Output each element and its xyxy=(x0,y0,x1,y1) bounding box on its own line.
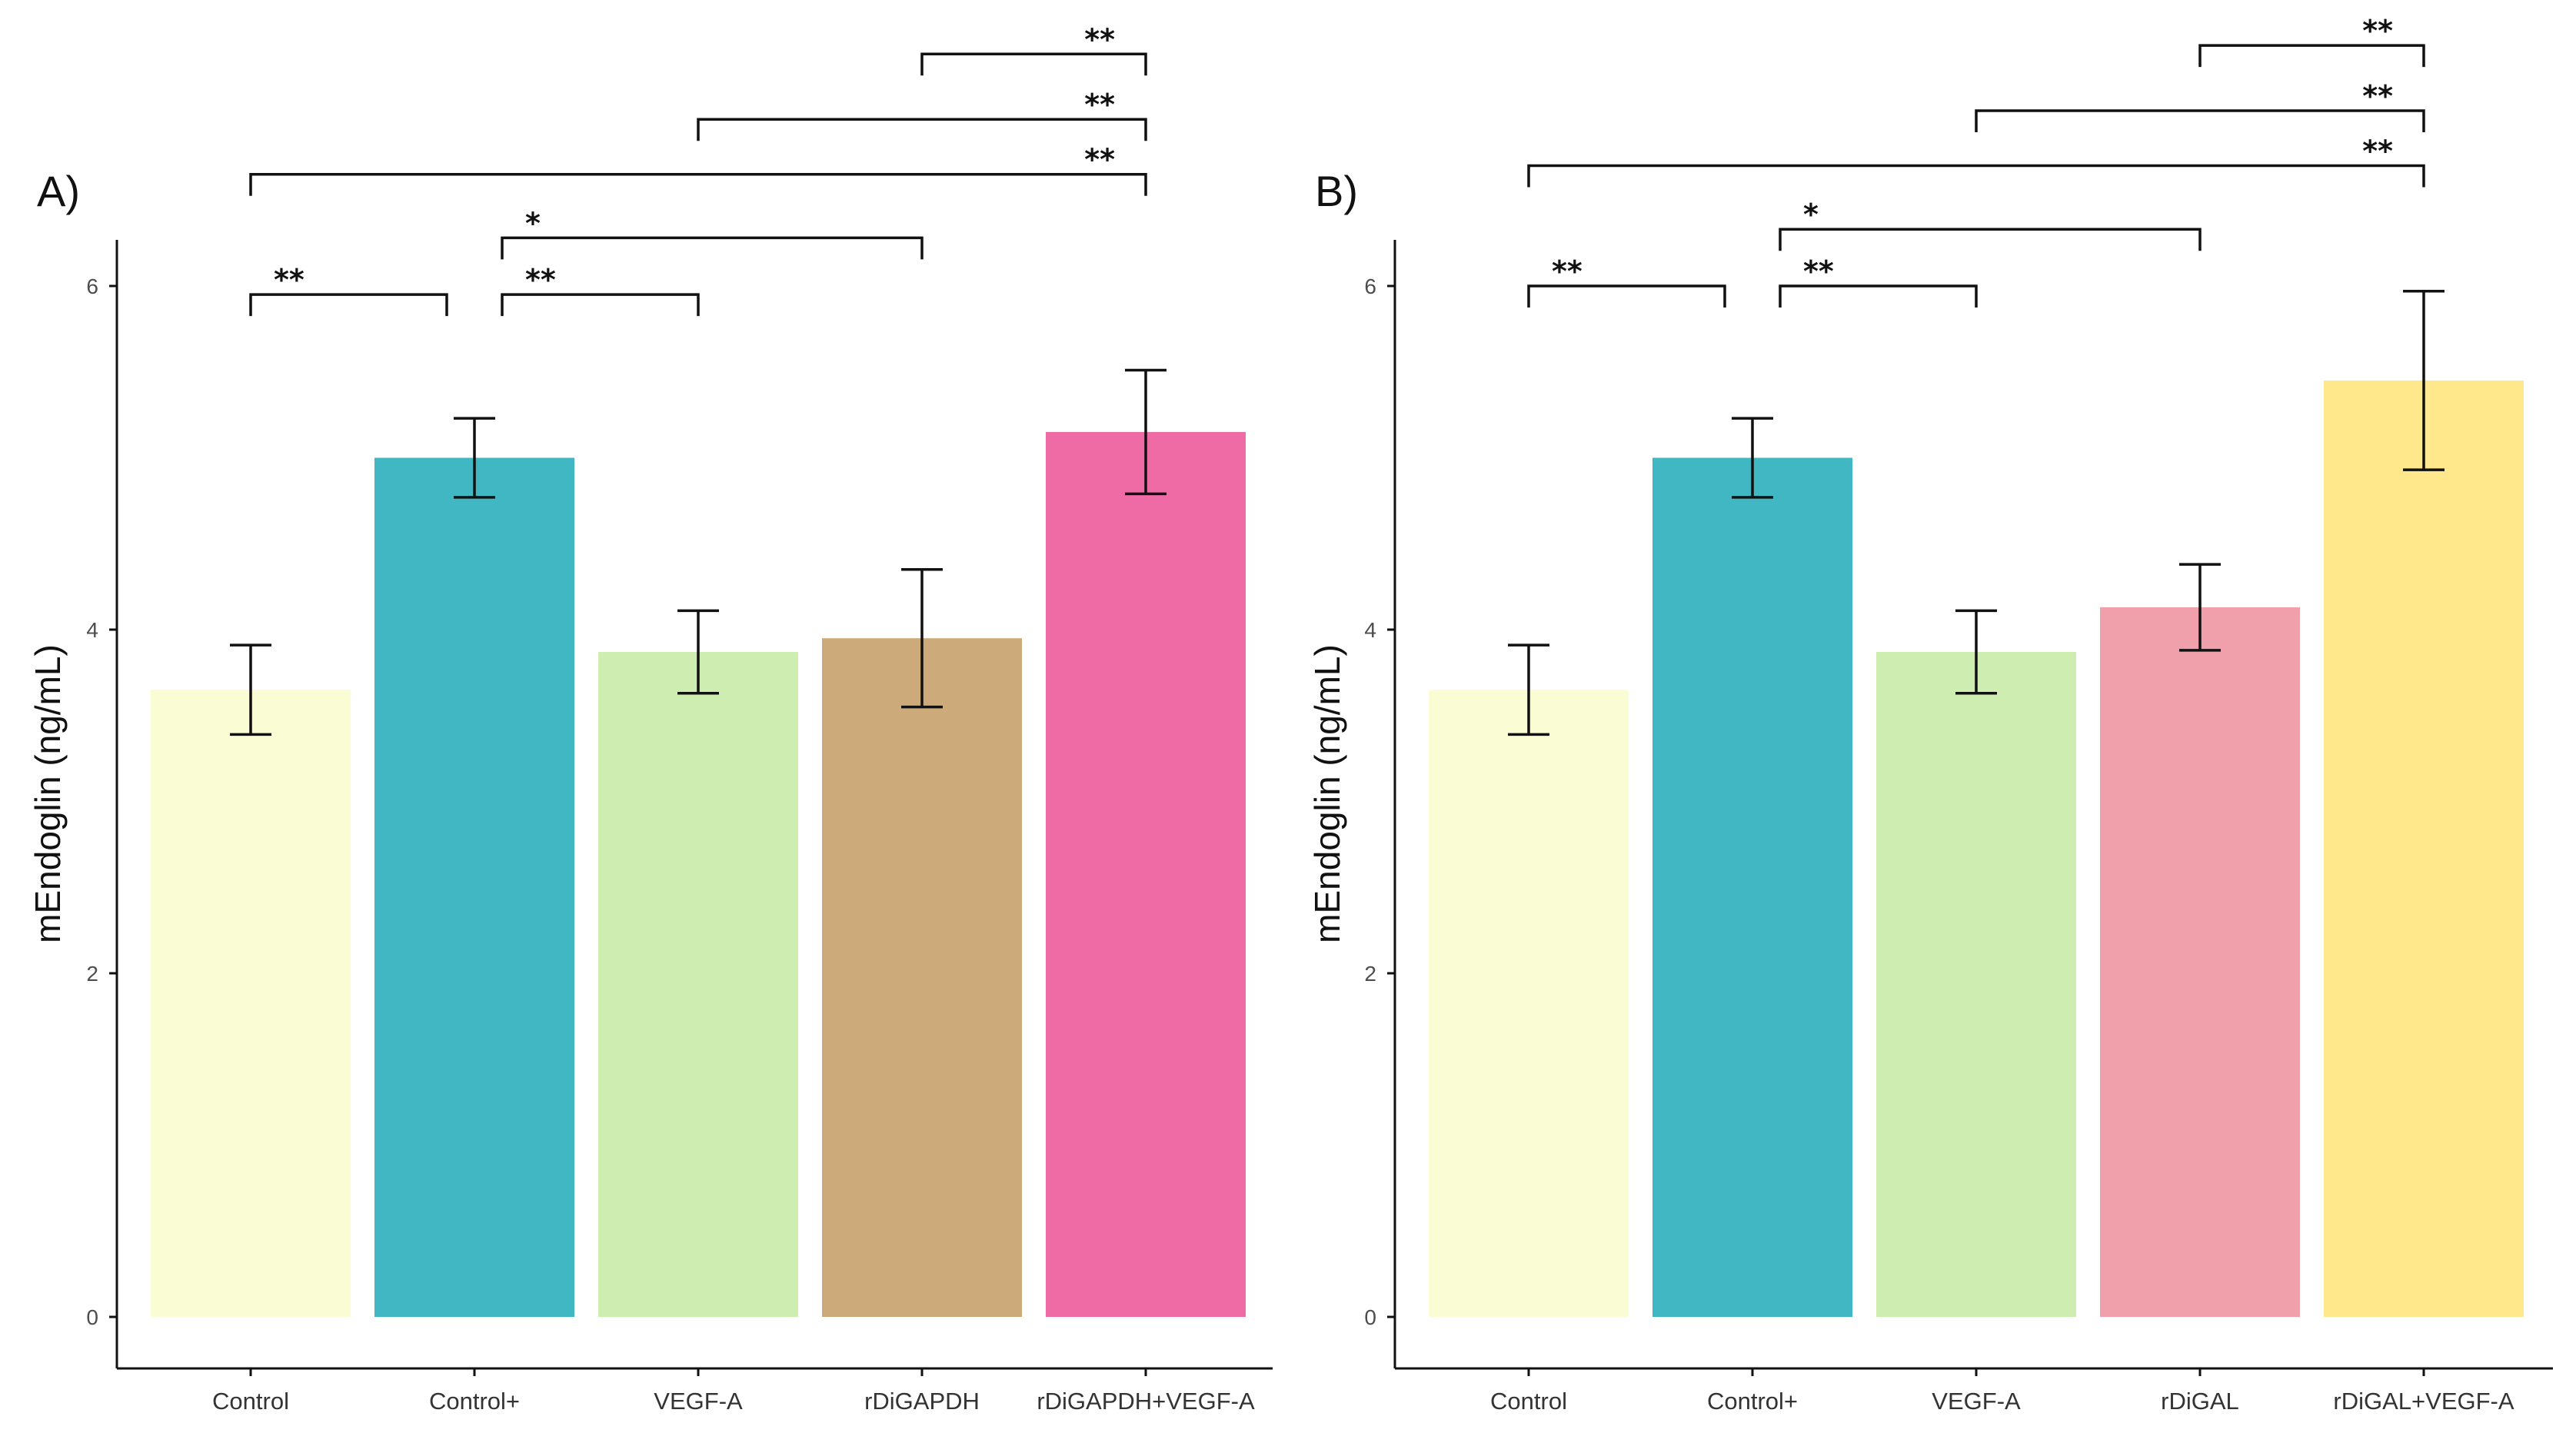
significance-label: * xyxy=(525,206,541,240)
bar xyxy=(1429,690,1629,1317)
significance-label: ** xyxy=(1803,254,1834,288)
significance-label: ** xyxy=(2362,14,2393,48)
y-tick-label: 2 xyxy=(86,962,98,986)
panel-b: B) 0 2 4 6 mEndoglin (ng/mL) Control Control+ VE… xyxy=(1307,14,2553,1415)
x-tick-label: Control xyxy=(212,1388,289,1415)
significance-bracket xyxy=(2198,44,2425,68)
significance-bracket xyxy=(501,236,924,260)
bar xyxy=(374,457,574,1317)
significance-bracket xyxy=(1527,164,2425,188)
x-tick-label: rDiGAPDH xyxy=(864,1388,980,1415)
y-tick-label: 0 xyxy=(86,1305,98,1329)
significance-bracket xyxy=(249,293,448,317)
bar xyxy=(2100,607,2300,1317)
significance-bracket xyxy=(1779,284,1978,308)
significance-label: ** xyxy=(2362,79,2393,113)
x-tick-label: Control xyxy=(1490,1388,1567,1415)
y-axis-title: mEndoglin (ng/mL) xyxy=(28,644,68,943)
y-tick-label: 2 xyxy=(1364,962,1376,986)
x-tick-label: Control+ xyxy=(429,1388,520,1415)
y-axis-title: mEndoglin (ng/mL) xyxy=(1307,644,1347,943)
significance-label: ** xyxy=(1084,143,1115,177)
significance-bracket xyxy=(697,118,1147,141)
panel-a: A) 0 2 4 6 mEndoglin (ng/mL) Control Control+ VE… xyxy=(28,22,1273,1415)
bar xyxy=(822,638,1022,1317)
panel-label: A) xyxy=(37,167,80,215)
significance-label: ** xyxy=(1552,254,1583,288)
y-tick-label: 0 xyxy=(1364,1305,1376,1329)
significance-label: ** xyxy=(1084,22,1115,56)
x-tick-label: Control+ xyxy=(1707,1388,1798,1415)
significance-bracket xyxy=(501,293,700,317)
significance-label: ** xyxy=(525,263,556,297)
x-tick-label: rDiGAL+VEGF-A xyxy=(2333,1388,2514,1415)
bar xyxy=(2324,380,2524,1317)
x-tick-label: rDiGAPDH+VEGF-A xyxy=(1037,1388,1255,1415)
y-tick-label: 4 xyxy=(86,618,98,642)
x-tick-label: VEGF-A xyxy=(1932,1388,2021,1415)
significance-label: ** xyxy=(2362,135,2393,168)
y-tick-label: 4 xyxy=(1364,618,1376,642)
y-tick-label: 6 xyxy=(86,274,98,298)
significance-label: ** xyxy=(1084,88,1115,121)
significance-bracket xyxy=(1975,109,2425,133)
significance-bracket xyxy=(249,172,1147,196)
bar xyxy=(151,690,351,1317)
significance-bracket xyxy=(920,52,1147,76)
significance-bracket xyxy=(1527,284,1726,308)
bar xyxy=(1876,652,2076,1317)
bar xyxy=(1652,457,1852,1317)
significance-label: * xyxy=(1803,198,1819,231)
significance-label: ** xyxy=(274,263,305,297)
x-tick-label: rDiGAL xyxy=(2161,1388,2239,1415)
significance-bracket xyxy=(1779,228,2202,251)
y-tick-label: 6 xyxy=(1364,274,1376,298)
bar xyxy=(1046,431,1246,1317)
bar xyxy=(598,652,798,1317)
x-tick-label: VEGF-A xyxy=(654,1388,743,1415)
panel-label: B) xyxy=(1315,167,1358,215)
